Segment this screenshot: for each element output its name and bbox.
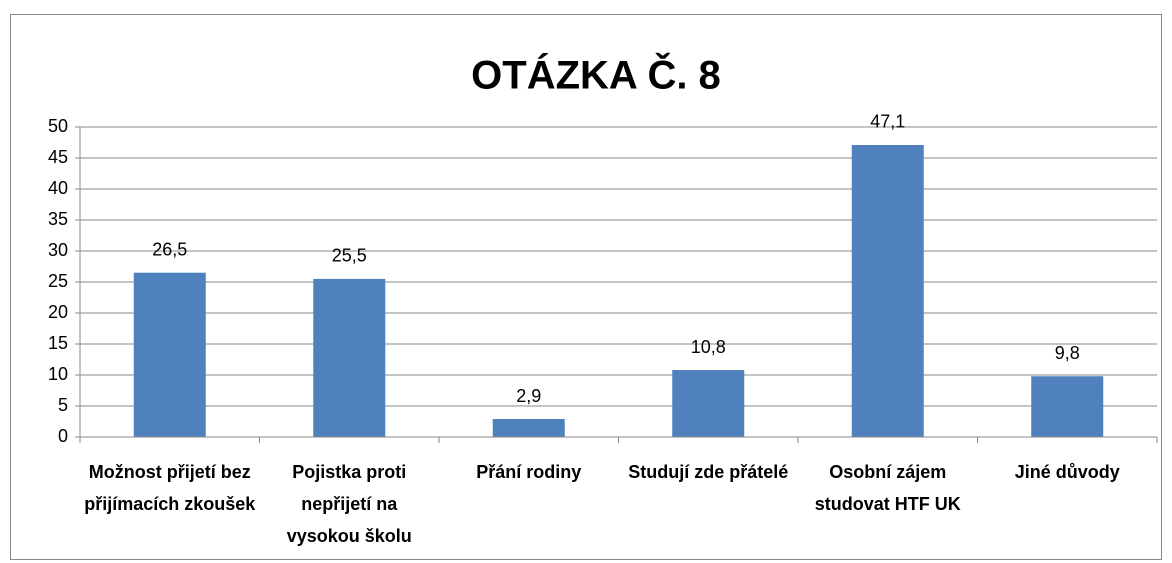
- y-tick-label: 0: [58, 426, 68, 446]
- bar: [851, 144, 924, 438]
- x-tick-label: Pojistka proti nepřijetí na vysokou škol…: [286, 462, 412, 546]
- y-tick-label: 30: [48, 240, 68, 260]
- bar: [492, 419, 565, 437]
- y-tick-label: 35: [48, 209, 68, 229]
- y-tick-label: 20: [48, 302, 68, 322]
- y-tick-label: 40: [48, 178, 68, 198]
- x-tick-label: Jiné důvody: [1014, 462, 1120, 482]
- bar: [672, 370, 745, 437]
- y-tick-label: 15: [48, 333, 68, 353]
- data-label: 26,5: [152, 239, 187, 259]
- y-tick-label: 50: [48, 116, 68, 136]
- data-label: 25,5: [332, 246, 367, 266]
- data-label: 9,8: [1055, 343, 1080, 363]
- data-label: 10,8: [691, 337, 726, 357]
- x-tick-label: Přání rodiny: [476, 462, 582, 482]
- x-tick-label: Studují zde přátelé: [628, 462, 789, 482]
- y-tick-label: 25: [48, 271, 68, 291]
- y-tick-label: 10: [48, 364, 68, 384]
- data-label: 47,1: [870, 112, 905, 132]
- chart-title: OTÁZKA Č. 8: [471, 52, 721, 98]
- x-tick-label: Možnost přijetí bez přijímacích zkoušek: [84, 462, 256, 514]
- x-tick-label: Osobní zájem studovat HTF UK: [814, 462, 961, 514]
- bar: [1031, 376, 1104, 437]
- data-label: 2,9: [516, 386, 541, 406]
- bar: [133, 272, 206, 437]
- bar: [313, 278, 386, 437]
- y-tick-label: 5: [58, 395, 68, 415]
- y-tick-label: 45: [48, 147, 68, 167]
